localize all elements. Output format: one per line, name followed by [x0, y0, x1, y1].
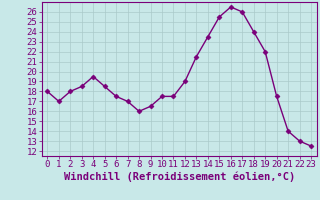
X-axis label: Windchill (Refroidissement éolien,°C): Windchill (Refroidissement éolien,°C)	[64, 172, 295, 182]
